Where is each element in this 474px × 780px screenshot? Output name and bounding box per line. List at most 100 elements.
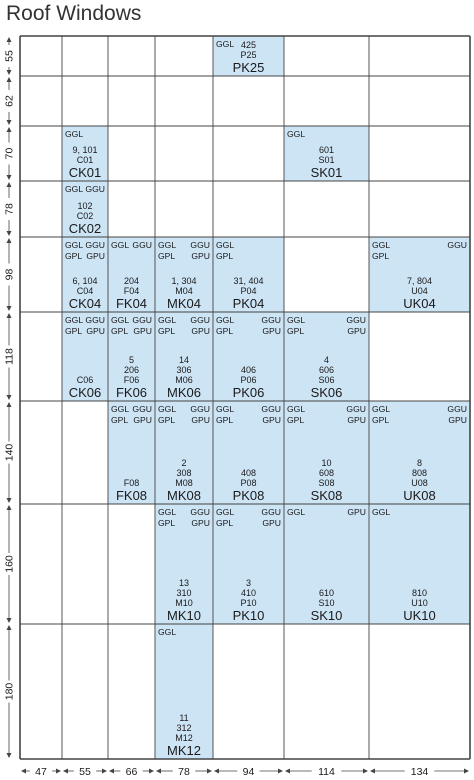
model-tag: GGL — [216, 315, 234, 325]
legacy-code: 810 — [412, 588, 427, 598]
model-tag: GPL — [65, 326, 82, 336]
model-tag: GGL — [65, 129, 83, 139]
model-tag: GGL — [111, 404, 129, 414]
arrow-up-icon — [6, 77, 12, 82]
width-dimension: 78 — [156, 766, 212, 778]
size-code: MK12 — [167, 743, 201, 758]
model-tag: GGU — [132, 404, 152, 414]
height-dimension: 140 — [4, 402, 16, 503]
model-tag: GGU — [447, 240, 467, 250]
size-code: UK08 — [403, 488, 436, 503]
width-dimension: 47 — [21, 766, 61, 778]
arrow-right-icon — [363, 768, 368, 774]
size-code: CK01 — [69, 165, 102, 180]
width-dimension: 66 — [109, 766, 154, 778]
legacy-code: 410 — [241, 588, 256, 598]
height-dimension: 62 — [4, 77, 16, 125]
size-code: SK10 — [311, 608, 343, 623]
arrow-down-icon — [6, 175, 12, 180]
cell-background — [284, 312, 369, 401]
arrow-up-icon — [6, 127, 12, 132]
legacy-code: U08 — [411, 478, 428, 488]
legacy-code: 11 — [179, 713, 188, 723]
model-tag: GPU — [262, 518, 281, 528]
model-tag: GGL — [216, 240, 234, 250]
model-tag: GGL — [111, 240, 129, 250]
width-label: 78 — [178, 766, 190, 778]
model-tag: GPL — [158, 415, 175, 425]
arrow-down-icon — [6, 231, 12, 236]
model-tag: GPU — [347, 326, 366, 336]
height-label: 98 — [4, 269, 16, 281]
height-label: 55 — [4, 50, 16, 62]
cell-background — [284, 401, 369, 504]
legacy-code: C02 — [77, 211, 94, 221]
legacy-code: 425 — [241, 40, 256, 50]
legacy-code: 310 — [176, 588, 191, 598]
legacy-code: 7, 804 — [407, 276, 432, 286]
model-tag: GPU — [133, 415, 152, 425]
legacy-code: 206 — [124, 365, 139, 375]
model-tag: GGL — [65, 240, 83, 250]
legacy-code: C01 — [77, 155, 94, 165]
model-tag: GPU — [191, 518, 210, 528]
height-label: 160 — [4, 555, 16, 573]
legacy-code: S01 — [318, 155, 334, 165]
model-tag: GPU — [262, 326, 281, 336]
model-tag: GGU — [346, 404, 366, 414]
model-tag: GGL — [287, 129, 305, 139]
legacy-code: S08 — [318, 478, 334, 488]
legacy-code: U10 — [411, 598, 428, 608]
size-code: CK06 — [69, 385, 102, 400]
model-tag: GPL — [216, 326, 233, 336]
legacy-code: M08 — [175, 478, 193, 488]
arrow-right-icon — [207, 768, 212, 774]
model-tag: GPL — [111, 326, 128, 336]
model-tag: GPU — [191, 251, 210, 261]
legacy-code: C04 — [77, 286, 94, 296]
legacy-code: 306 — [176, 365, 191, 375]
model-tag: GGU — [261, 404, 281, 414]
height-dimension: 70 — [4, 127, 16, 180]
legacy-code: 4 — [324, 355, 329, 365]
model-tag: GGL — [65, 184, 83, 194]
model-tag: GGL — [216, 507, 234, 517]
page-title: Roof Windows — [6, 2, 142, 25]
legacy-code: P08 — [240, 478, 256, 488]
legacy-code: 601 — [319, 145, 334, 155]
model-tag: GPL — [111, 415, 128, 425]
size-code: UK10 — [403, 608, 436, 623]
model-tag: GGL — [216, 39, 234, 49]
legacy-code: 31, 404 — [233, 276, 263, 286]
model-tag: GGU — [261, 507, 281, 517]
model-tag: GPL — [65, 251, 82, 261]
size-code: PK08 — [233, 488, 265, 503]
model-tag: GGL — [158, 627, 176, 637]
legacy-code: 13 — [179, 578, 189, 588]
